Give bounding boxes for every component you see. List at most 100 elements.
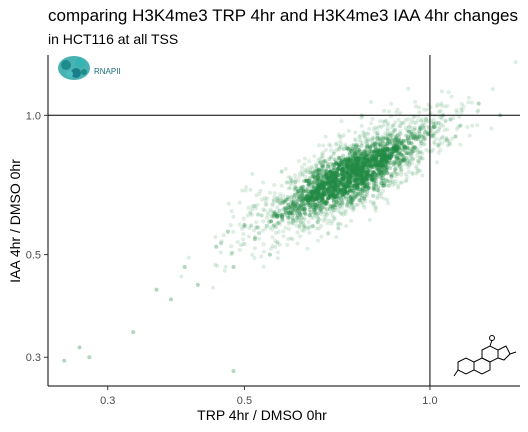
data-point [320, 183, 324, 188]
data-point [300, 220, 305, 225]
data-point [371, 185, 376, 190]
data-point [329, 155, 334, 160]
data-point [424, 148, 429, 152]
data-point [431, 124, 436, 129]
data-point [414, 171, 419, 176]
data-point [409, 117, 414, 122]
data-point [312, 207, 316, 212]
data-point [361, 149, 366, 154]
data-point [349, 149, 354, 154]
data-point [303, 226, 308, 231]
data-point [381, 144, 386, 149]
data-point [275, 221, 280, 226]
data-point [365, 189, 370, 194]
data-point [294, 209, 299, 214]
data-point [310, 181, 315, 186]
data-point [388, 133, 393, 138]
data-point [402, 155, 406, 160]
data-point [350, 152, 355, 157]
data-point [263, 226, 268, 231]
data-point [393, 167, 397, 172]
data-point [305, 226, 310, 231]
data-point [250, 172, 255, 176]
data-point [312, 209, 317, 213]
data-point [444, 136, 449, 141]
data-point [405, 161, 410, 166]
data-point [284, 206, 289, 211]
data-point [336, 147, 341, 152]
data-point [334, 200, 339, 205]
data-point [387, 109, 391, 114]
data-point [352, 137, 357, 142]
data-point [386, 138, 391, 143]
data-point [315, 201, 320, 206]
data-point [349, 196, 354, 201]
data-point [339, 211, 344, 216]
data-point [400, 157, 405, 162]
data-point [371, 181, 376, 186]
data-point [291, 221, 295, 226]
data-point [286, 196, 291, 201]
data-point [287, 215, 292, 220]
data-point [272, 183, 277, 187]
data-point [425, 107, 430, 112]
data-point [454, 108, 459, 113]
data-point [291, 201, 296, 206]
data-point [412, 145, 417, 150]
data-point [325, 207, 330, 212]
data-point [272, 191, 277, 196]
data-point [269, 214, 274, 218]
data-point [169, 297, 173, 302]
data-point [318, 176, 322, 181]
data-point [258, 188, 263, 193]
data-point [375, 188, 380, 193]
data-point [466, 95, 471, 100]
data-point [326, 231, 330, 236]
data-point [358, 153, 363, 158]
data-point [390, 174, 395, 179]
data-point [393, 170, 398, 175]
data-point [324, 176, 329, 181]
data-point [313, 207, 318, 212]
data-point [249, 223, 254, 228]
data-point [274, 199, 279, 204]
data-point [280, 212, 285, 217]
data-point [247, 226, 252, 231]
data-point [370, 117, 375, 121]
data-point [311, 215, 316, 220]
data-point [387, 183, 392, 188]
data-point [297, 224, 302, 228]
data-point [407, 155, 412, 160]
data-point [265, 196, 270, 201]
data-point [361, 130, 366, 134]
data-point [323, 210, 328, 215]
data-point [323, 217, 328, 222]
data-point [305, 178, 310, 183]
data-point [343, 194, 348, 199]
data-point [273, 231, 278, 235]
data-point [311, 185, 316, 189]
data-point [328, 148, 333, 153]
data-point [270, 203, 275, 208]
data-point [315, 175, 320, 180]
data-point [317, 161, 322, 165]
data-point [266, 210, 271, 215]
data-point [438, 108, 443, 113]
data-point [391, 146, 396, 151]
data-point [300, 193, 305, 198]
data-point [376, 188, 381, 193]
data-point [382, 196, 387, 201]
data-point [370, 143, 375, 148]
data-point [450, 136, 455, 141]
data-point [357, 149, 362, 154]
data-point [394, 110, 399, 115]
data-point [295, 230, 300, 235]
data-point [439, 101, 444, 106]
data-point [351, 197, 355, 202]
data-point [310, 174, 315, 179]
data-point [322, 212, 327, 217]
chart-subtitle: in HCT116 at all TSS [48, 31, 179, 47]
data-point [294, 176, 298, 181]
data-point [296, 205, 301, 210]
data-point [319, 201, 324, 206]
